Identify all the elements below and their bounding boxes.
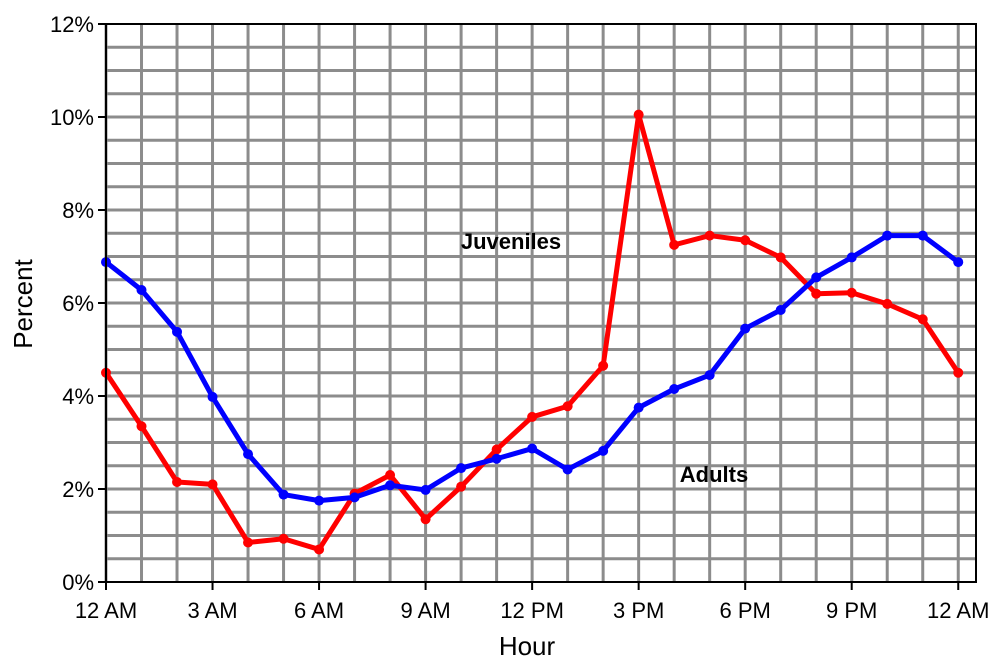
data-point-juveniles: [953, 367, 964, 378]
data-point-adults: [740, 323, 751, 334]
x-tick-label: 6 PM: [720, 598, 771, 623]
data-point-adults: [846, 252, 857, 263]
data-point-adults: [882, 230, 893, 241]
data-point-juveniles: [811, 288, 822, 299]
data-point-adults: [172, 326, 183, 337]
data-point-adults: [669, 384, 680, 395]
data-point-juveniles: [917, 314, 928, 325]
series-group: [101, 109, 964, 555]
data-point-adults: [811, 272, 822, 283]
data-point-juveniles: [527, 411, 538, 422]
y-tick-label: 2%: [62, 477, 94, 502]
data-point-adults: [314, 495, 325, 506]
x-tick-label: 12 AM: [75, 598, 137, 623]
data-point-juveniles: [207, 479, 218, 490]
data-point-juveniles: [598, 360, 609, 371]
data-point-juveniles: [278, 533, 289, 544]
data-point-adults: [491, 453, 502, 464]
data-point-juveniles: [136, 421, 147, 432]
data-point-juveniles: [172, 477, 183, 488]
data-point-juveniles: [775, 252, 786, 263]
data-point-adults: [207, 391, 218, 402]
data-point-adults: [598, 445, 609, 456]
y-tick-label: 6%: [62, 291, 94, 316]
y-tick-label: 0%: [62, 570, 94, 595]
data-point-adults: [775, 304, 786, 315]
data-point-adults: [349, 492, 360, 503]
x-axis-label: Hour: [499, 631, 556, 661]
y-axis-ticks: 0% 2% 4% 6% 8% 10% 12%: [50, 12, 106, 595]
legend-label-juveniles: Juveniles: [461, 229, 561, 254]
grid-lines: [104, 24, 976, 582]
y-tick-label: 10%: [50, 105, 94, 130]
data-point-adults: [456, 463, 467, 474]
data-point-adults: [633, 402, 644, 413]
x-tick-label: 12 PM: [500, 598, 564, 623]
data-point-adults: [953, 257, 964, 268]
data-point-juveniles: [562, 401, 573, 412]
data-point-adults: [136, 284, 147, 295]
data-point-adults: [243, 449, 254, 460]
data-point-juveniles: [456, 481, 467, 492]
data-point-juveniles: [420, 514, 431, 525]
plot-frame: [105, 23, 977, 583]
data-point-juveniles: [882, 298, 893, 309]
data-point-adults: [385, 480, 396, 491]
y-axis-label: Percent: [8, 258, 38, 348]
y-tick-label: 4%: [62, 384, 94, 409]
x-tick-label: 9 PM: [826, 598, 877, 623]
data-point-adults: [917, 230, 928, 241]
data-point-adults: [278, 489, 289, 500]
data-point-juveniles: [491, 444, 502, 455]
data-point-juveniles: [385, 470, 396, 481]
data-point-juveniles: [704, 230, 715, 241]
data-point-juveniles: [314, 544, 325, 555]
data-point-adults: [527, 443, 538, 454]
y-tick-label: 8%: [62, 198, 94, 223]
data-point-juveniles: [846, 287, 857, 298]
x-tick-label: 9 AM: [401, 598, 451, 623]
y-tick-label: 12%: [50, 12, 94, 37]
x-axis-ticks: 12 AM 3 AM 6 AM 9 AM 12 PM 3 PM 6 PM 9 PM 12 AM: [75, 582, 989, 623]
data-point-adults: [562, 464, 573, 475]
data-point-adults: [704, 370, 715, 381]
data-point-juveniles: [243, 537, 254, 548]
data-point-juveniles: [740, 235, 751, 246]
x-tick-label: 3 PM: [613, 598, 664, 623]
data-point-adults: [420, 484, 431, 495]
data-point-juveniles: [669, 239, 680, 250]
x-tick-label: 12 AM: [927, 598, 989, 623]
legend-label-adults: Adults: [680, 462, 748, 487]
x-tick-label: 6 AM: [294, 598, 344, 623]
x-tick-label: 3 AM: [187, 598, 237, 623]
data-point-juveniles: [633, 109, 644, 120]
